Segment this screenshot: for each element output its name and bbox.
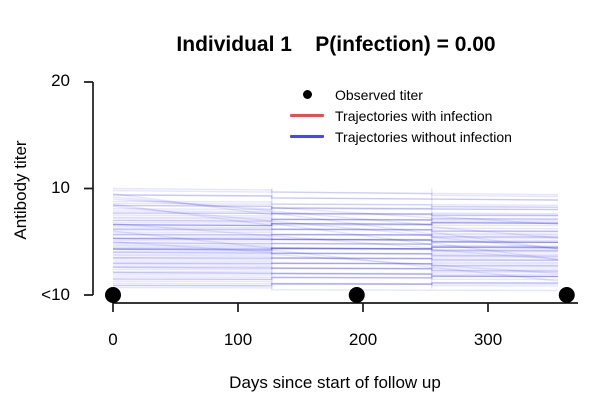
observed-point <box>348 287 365 303</box>
x-axis-label: Days since start of follow up <box>229 373 441 392</box>
infection-line-icon <box>290 114 324 117</box>
y-tick-label-10: 10 <box>51 178 70 197</box>
x-tick-label-300: 300 <box>473 330 503 349</box>
observed-point <box>105 287 121 303</box>
x-tick-label-100: 100 <box>223 330 253 349</box>
legend-item-label: Observed titer <box>335 86 423 103</box>
observed-points-layer <box>105 287 575 303</box>
y-tick-label-lt10: <10 <box>41 285 70 304</box>
legend: Observed titer Trajectories with infecti… <box>288 84 512 147</box>
legend-item-without-infection: Trajectories without infection <box>288 126 512 147</box>
no-infection-line-icon <box>290 135 324 138</box>
legend-item-label: Trajectories with infection <box>335 107 493 124</box>
observed-point <box>558 287 575 303</box>
chart-title: Individual 1 P(infection) = 0.00 <box>176 33 496 56</box>
axes-layer <box>84 81 578 312</box>
legend-item-with-infection: Trajectories with infection <box>288 105 512 126</box>
legend-item-observed: Observed titer <box>288 84 512 105</box>
observed-point-icon <box>302 90 312 99</box>
legend-item-label: Trajectories without infection <box>335 128 512 145</box>
trajectories-without-infection-layer <box>112 187 559 292</box>
y-axis-label: Antibody titer <box>11 140 30 240</box>
x-tick-label-200: 200 <box>348 330 378 349</box>
y-tick-label-20: 20 <box>51 71 70 90</box>
x-tick-label-0: 0 <box>108 330 118 349</box>
